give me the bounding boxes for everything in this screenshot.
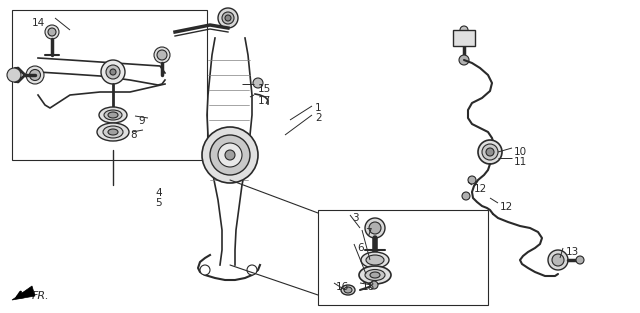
Text: 4: 4 xyxy=(155,188,162,198)
Circle shape xyxy=(7,68,21,82)
Circle shape xyxy=(48,28,56,36)
Circle shape xyxy=(210,135,250,175)
Text: 11: 11 xyxy=(514,157,527,167)
Ellipse shape xyxy=(99,107,127,123)
Text: 15: 15 xyxy=(258,84,271,94)
Circle shape xyxy=(486,148,494,156)
Circle shape xyxy=(460,26,468,34)
Text: 6: 6 xyxy=(357,243,364,253)
Ellipse shape xyxy=(359,266,391,284)
Ellipse shape xyxy=(366,255,384,265)
Circle shape xyxy=(576,256,584,264)
Text: 12: 12 xyxy=(474,184,487,194)
Text: 5: 5 xyxy=(155,198,162,208)
Text: 12: 12 xyxy=(500,202,513,212)
Circle shape xyxy=(548,250,568,270)
Polygon shape xyxy=(12,286,35,300)
Text: 8: 8 xyxy=(130,130,136,140)
Circle shape xyxy=(218,8,238,28)
Circle shape xyxy=(110,69,116,75)
Circle shape xyxy=(365,218,385,238)
Text: 18: 18 xyxy=(362,282,375,292)
Circle shape xyxy=(478,140,502,164)
Ellipse shape xyxy=(365,269,385,280)
Text: 9: 9 xyxy=(138,116,145,126)
Ellipse shape xyxy=(370,272,380,278)
Ellipse shape xyxy=(97,123,129,141)
Text: 16: 16 xyxy=(336,282,349,292)
Ellipse shape xyxy=(108,112,118,118)
Circle shape xyxy=(218,143,242,167)
Circle shape xyxy=(468,176,476,184)
Ellipse shape xyxy=(104,110,122,120)
Text: 17: 17 xyxy=(258,96,271,106)
Ellipse shape xyxy=(108,129,118,135)
Text: 10: 10 xyxy=(514,147,527,157)
Text: 14: 14 xyxy=(32,18,45,28)
Circle shape xyxy=(106,65,120,79)
Ellipse shape xyxy=(344,287,352,293)
Text: 3: 3 xyxy=(352,213,358,223)
Text: FR.: FR. xyxy=(32,291,50,301)
Text: 7: 7 xyxy=(365,228,372,238)
Circle shape xyxy=(45,25,59,39)
Text: 1: 1 xyxy=(315,103,322,113)
Circle shape xyxy=(552,254,564,266)
Circle shape xyxy=(225,15,231,21)
Text: 13: 13 xyxy=(566,247,579,257)
Ellipse shape xyxy=(103,126,123,138)
Circle shape xyxy=(202,127,258,183)
Text: 2: 2 xyxy=(315,113,322,123)
Circle shape xyxy=(370,281,378,289)
Circle shape xyxy=(157,50,167,60)
Circle shape xyxy=(26,66,44,84)
Bar xyxy=(318,210,488,305)
Ellipse shape xyxy=(341,285,355,295)
Circle shape xyxy=(154,47,170,63)
Circle shape xyxy=(225,150,235,160)
Circle shape xyxy=(247,265,257,275)
Circle shape xyxy=(200,265,210,275)
Circle shape xyxy=(369,222,381,234)
Circle shape xyxy=(253,78,263,88)
Circle shape xyxy=(101,60,125,84)
Circle shape xyxy=(462,192,470,200)
Circle shape xyxy=(482,144,498,160)
Bar xyxy=(453,30,475,46)
Bar xyxy=(12,10,207,160)
Circle shape xyxy=(222,12,234,24)
Circle shape xyxy=(29,69,40,80)
Ellipse shape xyxy=(361,252,389,268)
Circle shape xyxy=(459,55,469,65)
